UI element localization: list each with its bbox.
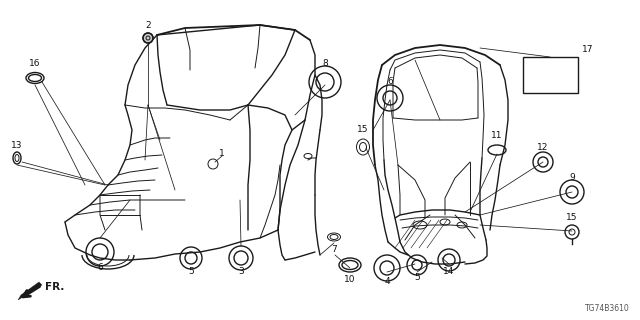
Text: 15: 15: [566, 213, 578, 222]
Text: 15: 15: [357, 125, 369, 134]
Text: FR.: FR.: [45, 282, 65, 292]
Text: 4: 4: [384, 277, 390, 286]
Text: 6: 6: [97, 263, 103, 273]
Text: 3: 3: [238, 268, 244, 276]
Text: 14: 14: [444, 268, 454, 276]
Text: 7: 7: [331, 245, 337, 254]
Text: 16: 16: [29, 60, 41, 68]
Text: 10: 10: [344, 276, 356, 284]
Text: 9: 9: [569, 173, 575, 182]
Text: 6: 6: [387, 77, 393, 86]
Text: 17: 17: [582, 45, 594, 54]
Text: TG74B3610: TG74B3610: [585, 304, 630, 313]
Text: 5: 5: [188, 268, 194, 276]
Circle shape: [143, 33, 153, 43]
Text: 12: 12: [538, 143, 548, 153]
Text: 8: 8: [322, 59, 328, 68]
Polygon shape: [18, 282, 42, 300]
Text: 1: 1: [219, 148, 225, 157]
Text: 5: 5: [414, 274, 420, 283]
Bar: [523, 57, 578, 93]
Text: 2: 2: [145, 20, 151, 29]
Text: 13: 13: [12, 140, 23, 149]
Text: 11: 11: [492, 132, 503, 140]
